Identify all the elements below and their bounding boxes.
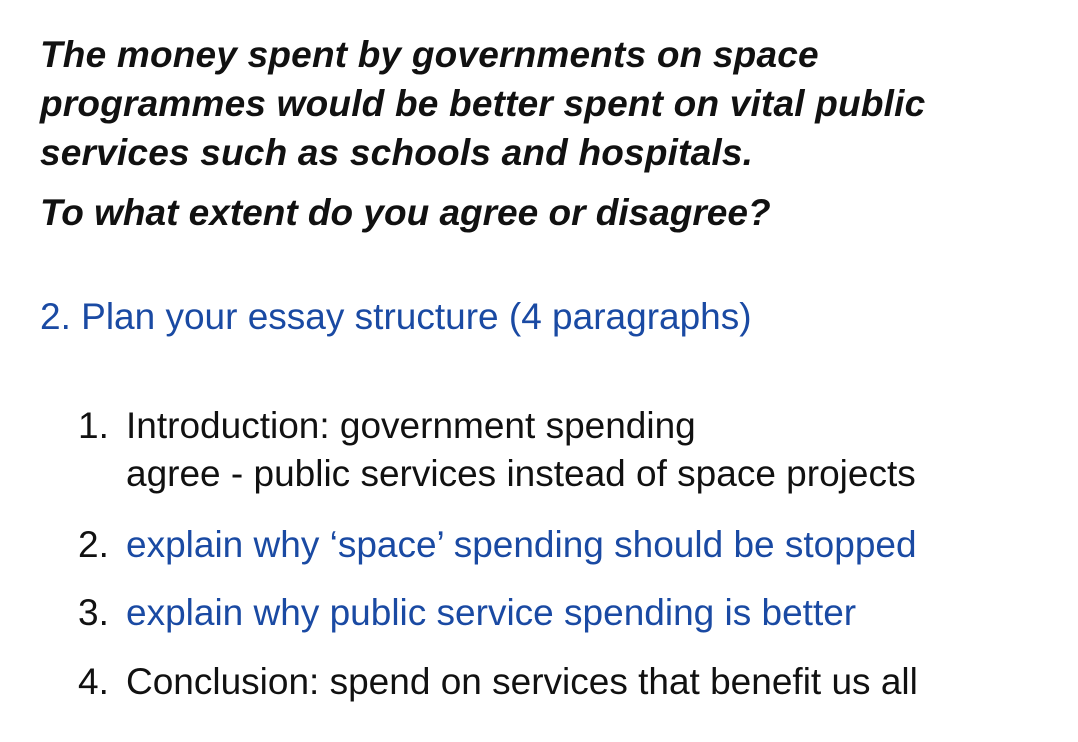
essay-question: The money spent by governments on space …: [40, 30, 1050, 177]
plan-item-number: 3.: [78, 592, 109, 633]
plan-item-public-services: 3. explain why public service spending i…: [78, 589, 856, 637]
plan-item-number: 4.: [78, 661, 109, 702]
plan-item-text: explain why public service spending is b…: [126, 592, 857, 633]
plan-item-number: 1.: [78, 405, 109, 446]
plan-item-introduction: 1. Introduction: government spending agr…: [78, 402, 916, 498]
plan-item-text: Conclusion: spend on services that benef…: [126, 661, 918, 702]
plan-item-conclusion: 4. Conclusion: spend on services that be…: [78, 658, 918, 706]
step-heading: 2. Plan your essay structure (4 paragrap…: [40, 296, 752, 337]
plan-item-text: explain why ‘space’ spending should be s…: [126, 524, 917, 565]
plan-item-space-spending: 2. explain why ‘space’ spending should b…: [78, 521, 917, 569]
plan-item-text: Introduction: government spending: [126, 405, 696, 446]
plan-item-number: 2.: [78, 524, 109, 565]
question-line: programmes would be better spent on vita…: [40, 83, 926, 124]
question-line: The money spent by governments on space: [40, 34, 819, 75]
essay-prompt: To what extent do you agree or disagree?: [40, 192, 771, 233]
question-line: services such as schools and hospitals.: [40, 132, 754, 173]
plan-item-text: agree - public services instead of space…: [126, 453, 916, 494]
